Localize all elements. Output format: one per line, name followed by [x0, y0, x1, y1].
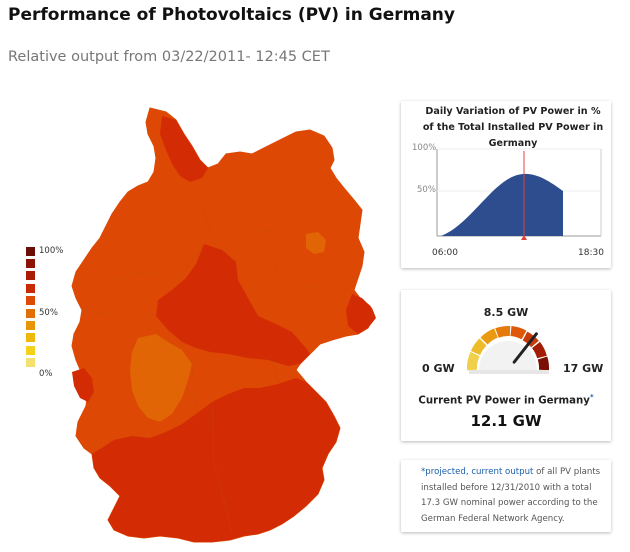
map-region-hesse	[130, 334, 192, 422]
legend-swatch	[26, 296, 35, 305]
footnote-highlight: *projected, current output	[421, 467, 534, 477]
map-region-south	[92, 378, 340, 542]
gauge-min-label: 0 GW	[422, 362, 455, 375]
footnote-body: of all PV plants installed before 12/31/…	[421, 467, 601, 524]
x-label-end: 18:30	[578, 248, 604, 258]
legend-label-max: 100%	[39, 246, 64, 256]
germany-map-svg	[71, 107, 376, 543]
map-region-central	[156, 244, 310, 366]
gauge-value: 12.1 GW	[470, 412, 542, 430]
footnote-panel: *projected, current output of all PV pla…	[401, 460, 611, 532]
legend-swatch	[26, 321, 35, 330]
footnote-text: *projected, current output of all PV pla…	[421, 465, 607, 527]
daily-chart-svg	[436, 148, 602, 240]
map-borders	[81, 185, 349, 533]
map-region-berlin	[306, 232, 326, 254]
y-tick-100: 100%	[412, 143, 437, 153]
gauge-asterisk: *	[589, 393, 594, 401]
legend-swatch	[26, 358, 35, 367]
legend-swatch	[26, 259, 35, 268]
gauge-needle	[512, 332, 538, 364]
gauge-caption-text: Current PV Power in Germany	[418, 395, 590, 407]
x-label-start: 06:00	[432, 248, 458, 258]
map-region-west	[72, 368, 94, 402]
germany-map	[62, 102, 384, 548]
gauge-caption: Current PV Power in Germany*	[401, 393, 611, 406]
page-subtitle: Relative output from 03/22/2011- 12:45 C…	[8, 49, 330, 65]
gauge-mid-label: 8.5 GW	[483, 306, 529, 319]
legend-swatch	[26, 271, 35, 280]
legend-swatch	[26, 309, 35, 318]
y-tick-50: 50%	[417, 185, 436, 195]
map-region-north	[160, 116, 208, 182]
map-region-east	[346, 294, 376, 334]
daily-variation-panel: Daily Variation of PV Power in % of the …	[401, 101, 611, 268]
legend-swatch	[26, 284, 35, 293]
gauge-max-label: 17 GW	[563, 362, 604, 375]
legend-swatch	[26, 247, 35, 256]
gauge-svg	[466, 325, 550, 374]
legend-label-min: 0%	[39, 369, 53, 379]
daily-chart-title: Daily Variation of PV Power in % of the …	[422, 106, 604, 149]
current-power-panel: 8.5 GW 0 GW 17 GW Current PV Power in Ge…	[401, 290, 611, 441]
page-title: Performance of Photovoltaics (PV) in Ger…	[8, 5, 455, 25]
legend-swatch	[26, 333, 35, 342]
map-legend: 100% 50% 0%	[26, 244, 86, 384]
daily-output-area	[441, 173, 563, 236]
legend-swatch	[26, 346, 35, 355]
legend-label-mid: 50%	[39, 308, 58, 318]
